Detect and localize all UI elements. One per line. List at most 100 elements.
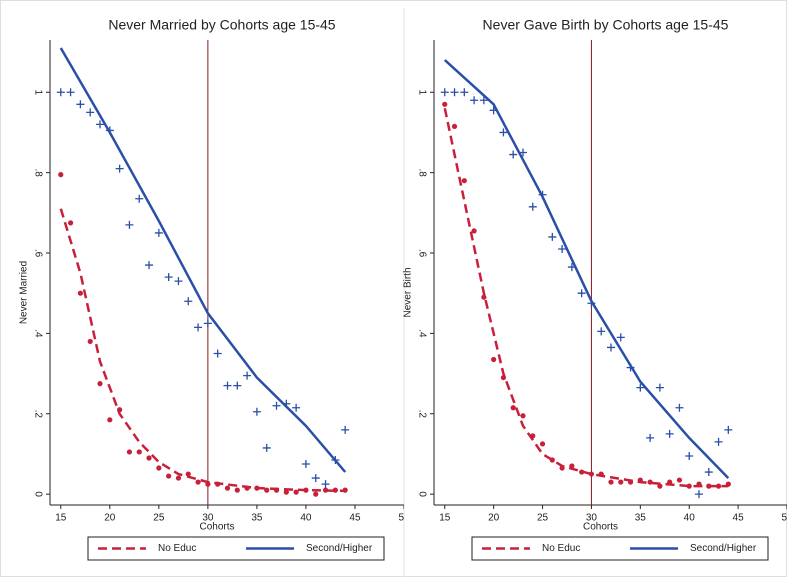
x-tick-label: 35 [251, 513, 263, 524]
point [125, 220, 134, 229]
x-axis-title: Cohorts [199, 522, 234, 533]
point [135, 194, 144, 203]
chart-title: Never Gave Birth by Cohorts age 15-45 [483, 17, 729, 33]
point [313, 491, 319, 497]
point [724, 425, 733, 434]
y-tick-label: 1 [32, 89, 43, 95]
point [77, 290, 83, 296]
point [646, 433, 655, 442]
point [175, 475, 182, 481]
point [126, 449, 133, 455]
point [146, 455, 152, 461]
x-tick-label: 15 [55, 513, 67, 524]
point [195, 479, 201, 485]
y-tick-label: .6 [416, 249, 427, 258]
point [107, 417, 113, 423]
point [704, 468, 713, 477]
point [694, 490, 703, 499]
y-tick-label: .6 [32, 249, 43, 258]
point [203, 319, 212, 328]
point [166, 473, 172, 479]
point [471, 228, 477, 234]
point [616, 333, 625, 342]
point [655, 383, 664, 392]
y-tick-label: .8 [32, 168, 43, 177]
y-tick-label: .2 [416, 410, 427, 419]
point [440, 88, 449, 97]
point [510, 405, 516, 411]
legend-label: No Educ [542, 543, 580, 554]
point [577, 289, 586, 298]
point [597, 327, 606, 336]
point [224, 485, 231, 491]
legend-label: No Educ [158, 543, 196, 554]
x-tick-label: 20 [104, 513, 116, 524]
x-tick-label: 50 [781, 513, 787, 524]
x-tick-label: 45 [733, 513, 745, 524]
point [548, 232, 557, 241]
legend-label: Second/Higher [690, 543, 757, 554]
y-tick-label: .4 [416, 329, 427, 338]
point [185, 471, 191, 477]
point [223, 381, 232, 390]
x-tick-label: 30 [202, 513, 214, 524]
y-tick-label: 0 [416, 491, 427, 497]
point [714, 437, 723, 446]
point [520, 413, 526, 419]
x-tick-label: 15 [439, 513, 451, 524]
x-tick-label: 40 [684, 513, 696, 524]
point [67, 220, 74, 226]
x-tick-label: 25 [153, 513, 165, 524]
point [66, 88, 75, 97]
point [115, 164, 124, 173]
point [264, 487, 270, 493]
y-tick-label: .4 [32, 329, 43, 338]
point [262, 443, 271, 452]
point [233, 381, 242, 390]
point [184, 297, 193, 306]
point [479, 96, 488, 105]
x-tick-label: 30 [586, 513, 598, 524]
point [481, 294, 487, 300]
point [665, 429, 674, 438]
point [539, 441, 546, 447]
point [136, 449, 142, 455]
point [341, 425, 350, 434]
y-tick-label: .8 [416, 168, 427, 177]
point [528, 202, 537, 211]
point [499, 128, 508, 137]
point [636, 383, 645, 392]
fit-line [443, 59, 730, 479]
legend [471, 536, 769, 561]
point [145, 261, 154, 270]
x-tick-label: 45 [349, 513, 361, 524]
point [86, 108, 95, 117]
x-tick-label: 35 [635, 513, 647, 524]
point [213, 349, 222, 358]
point [685, 451, 694, 460]
point [87, 338, 93, 345]
point [450, 88, 459, 97]
point [321, 480, 330, 489]
point [558, 244, 567, 253]
point [97, 381, 103, 387]
point [491, 356, 497, 363]
point [715, 483, 722, 489]
point [647, 479, 653, 485]
x-tick-label: 20 [488, 513, 500, 524]
point [461, 178, 467, 184]
point [154, 228, 163, 237]
point [58, 172, 64, 178]
fit-line [59, 208, 346, 493]
point [301, 460, 310, 469]
legend-label: Second/Higher [306, 543, 373, 554]
point [470, 96, 479, 105]
x-tick-label: 25 [537, 513, 549, 524]
point [283, 489, 289, 495]
point [292, 403, 301, 412]
x-tick-label: 40 [300, 513, 312, 524]
chart-title: Never Married by Cohorts age 15-45 [108, 17, 335, 33]
point [509, 150, 518, 159]
